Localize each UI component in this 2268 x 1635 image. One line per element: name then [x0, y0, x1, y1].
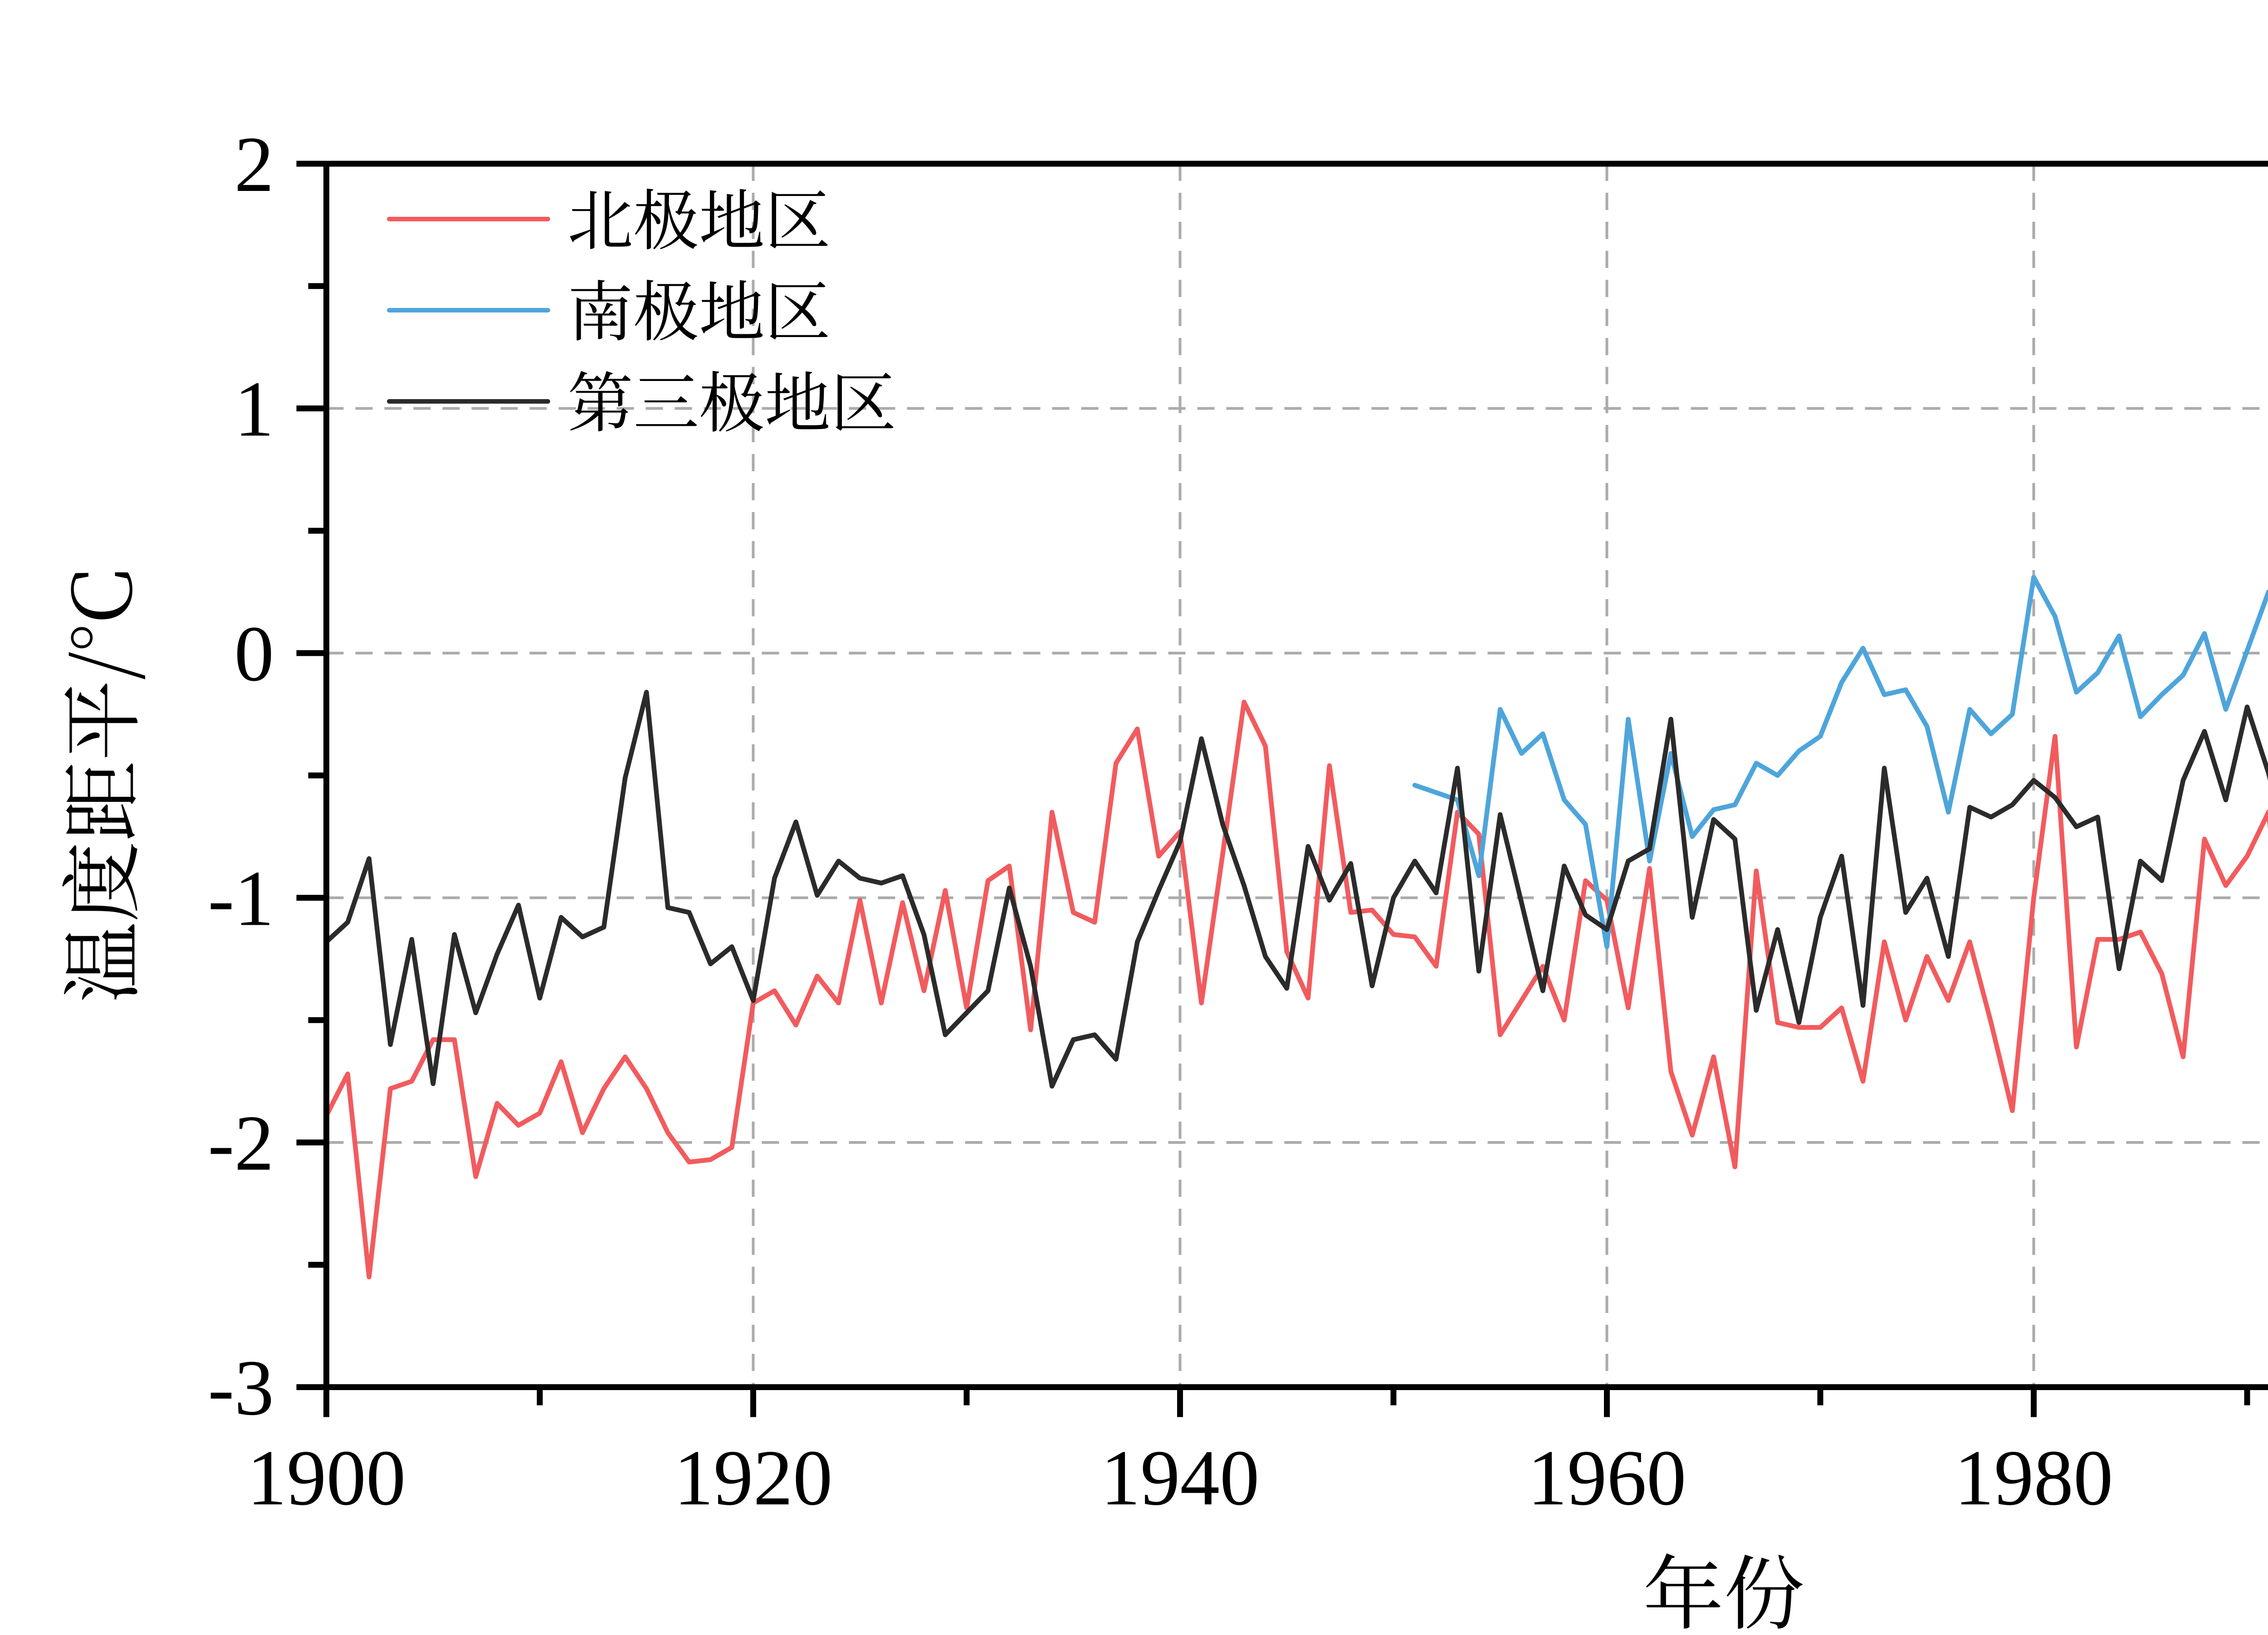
- svg-text:-2: -2: [208, 1099, 274, 1187]
- svg-text:1920: 1920: [674, 1434, 833, 1522]
- svg-text:0: 0: [235, 610, 274, 698]
- svg-text:-3: -3: [208, 1344, 274, 1432]
- svg-text:1: 1: [235, 365, 274, 453]
- svg-text:1960: 1960: [1528, 1434, 1686, 1522]
- svg-text:1980: 1980: [1955, 1434, 2113, 1522]
- svg-text:-1: -1: [208, 854, 274, 942]
- svg-text:2: 2: [235, 120, 274, 208]
- svg-text:1900: 1900: [247, 1434, 406, 1522]
- svg-text:1940: 1940: [1101, 1434, 1260, 1522]
